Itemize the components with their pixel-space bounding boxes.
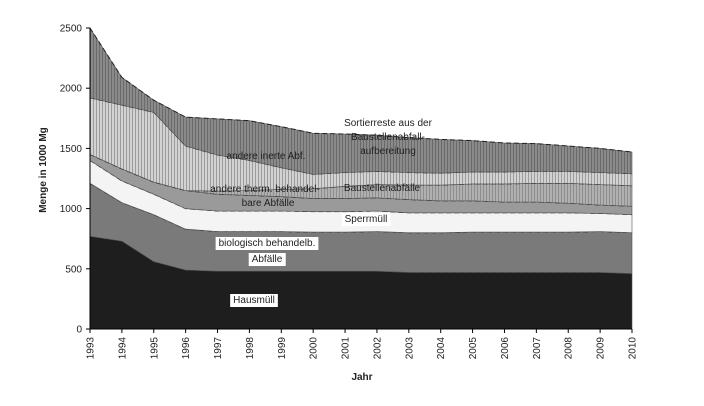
x-tick-label: 2003 bbox=[404, 337, 415, 360]
x-tick-label: 1998 bbox=[245, 337, 256, 360]
x-tick-label: 1994 bbox=[117, 337, 128, 360]
annotation-background bbox=[248, 253, 286, 266]
x-tick-label: 2004 bbox=[436, 337, 447, 360]
y-axis-label: Menge in 1000 Mg bbox=[38, 127, 49, 213]
annotations: Sortierreste aus der Baustellenabfall-auf… bbox=[210, 118, 433, 307]
annotation-andere-inerte-abf: andere inerte Abf. bbox=[227, 151, 306, 162]
annotation-sperrmull: Sperrmüll bbox=[345, 214, 388, 225]
annotation-andere-therm-behandelbare-abfalle: bare Abfälle bbox=[242, 198, 295, 209]
x-tick-label: 2005 bbox=[468, 337, 479, 360]
annotation-baustellenabfalle: Baustellenabfälle bbox=[344, 183, 421, 194]
y-tick-label: 2000 bbox=[60, 84, 83, 95]
annotation-background bbox=[230, 294, 278, 307]
x-tick-label: 2006 bbox=[500, 337, 511, 360]
x-tick-label: 2002 bbox=[372, 337, 383, 360]
x-tick-label: 2008 bbox=[564, 337, 575, 360]
annotation-hausmull: Hausmüll bbox=[233, 295, 275, 306]
annotation-biologisch-behandelb-abfalle: Abfälle bbox=[252, 254, 283, 265]
x-tick-label: 1993 bbox=[86, 337, 97, 360]
annotation-background bbox=[215, 237, 319, 250]
y-tick-label: 0 bbox=[76, 325, 82, 336]
annotation-background bbox=[341, 213, 391, 226]
x-axis-label: Jahr bbox=[351, 372, 372, 383]
annotation-sortierreste-aus-der-baustellenabfall-aufbereitung: aufbereitung bbox=[360, 146, 416, 157]
x-tick-label: 1996 bbox=[181, 337, 192, 360]
boundary-sortierreste-aus-der-baustellenabfall-aufbereitung bbox=[89, 27, 633, 153]
annotation-sortierreste-aus-der-baustellenabfall-aufbereitung: Baustellenabfall- bbox=[351, 132, 425, 143]
y-ticks: 0 500 1000 1500 2000 2500 bbox=[60, 24, 90, 336]
y-tick-label: 1000 bbox=[60, 204, 83, 215]
y-tick-label: 1500 bbox=[60, 144, 83, 155]
x-tick-label: 1995 bbox=[149, 337, 160, 360]
area-sortierreste-aus-der-baustellenabfall-aufbereitung bbox=[89, 26, 633, 175]
x-ticks: 1993 1994 1995 1996 1997 1998 1999 2000 2001 2002… bbox=[86, 329, 639, 359]
x-tick-label: 2007 bbox=[532, 337, 543, 360]
annotation-andere-therm-behandelbare-abfalle: andere therm. behandel- bbox=[210, 184, 320, 195]
x-tick-label: 2001 bbox=[341, 337, 352, 360]
x-tick-label: 2010 bbox=[628, 337, 639, 360]
annotation-sortierreste-aus-der-baustellenabfall-aufbereitung: Sortierreste aus der bbox=[344, 118, 432, 129]
x-tick-label: 1999 bbox=[277, 337, 288, 360]
y-tick-label: 2500 bbox=[60, 24, 83, 35]
x-tick-label: 1997 bbox=[213, 337, 224, 360]
x-tick-label: 2009 bbox=[596, 337, 607, 360]
y-tick-label: 500 bbox=[65, 264, 82, 275]
annotation-biologisch-behandelb-abfalle: biologisch behandelb. bbox=[219, 238, 316, 249]
x-tick-label: 2000 bbox=[309, 337, 320, 360]
area-layers bbox=[89, 26, 633, 330]
